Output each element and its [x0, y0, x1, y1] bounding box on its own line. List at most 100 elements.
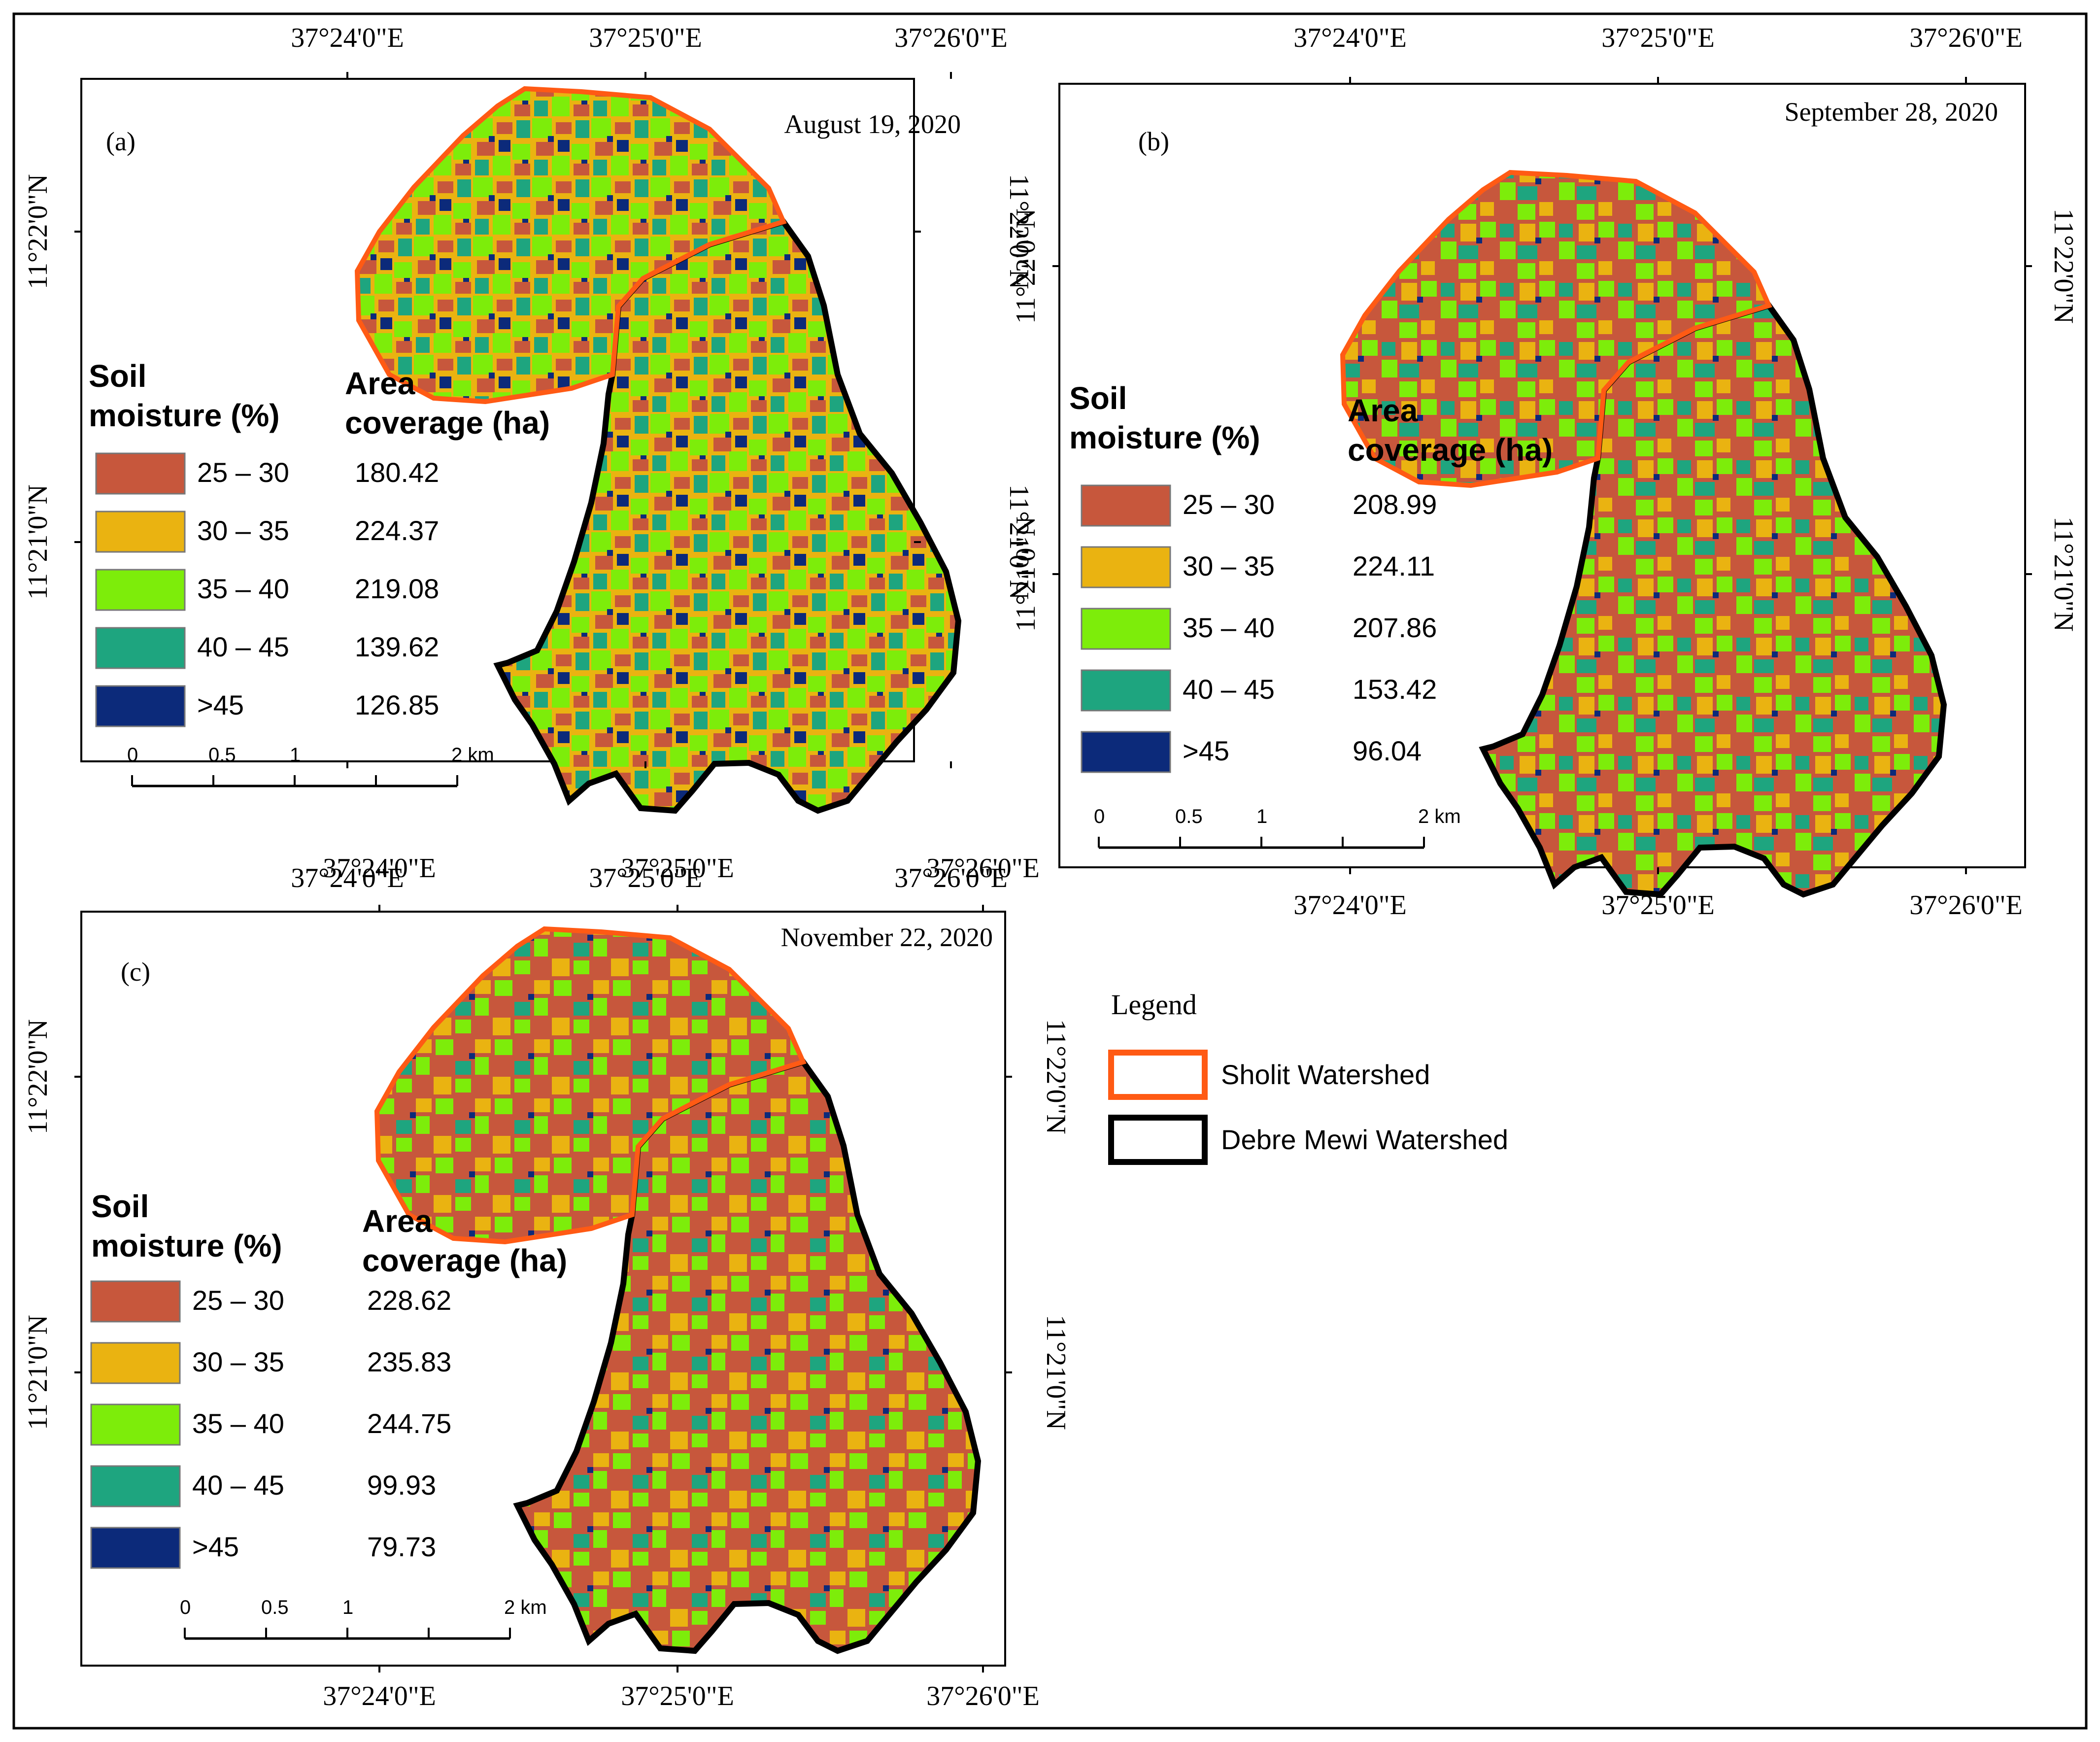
lat-label-left: 11°22'0"N: [23, 1019, 53, 1134]
legend-swatch: [1081, 608, 1171, 650]
scale-tick-label: 1: [342, 1597, 353, 1618]
legend-swatch: [90, 1465, 181, 1507]
lon-label-bottom: 37°26'0"E: [926, 1681, 1040, 1711]
lon-label-bottom: 37°25'0"E: [621, 1681, 734, 1711]
legend-area-line1: Area: [345, 366, 415, 401]
lon-label-top: 37°25'0"E: [589, 23, 702, 53]
lon-label-bottom: 37°26'0"E: [1909, 890, 2023, 921]
legend-class-label: 35 – 40: [192, 1408, 284, 1439]
legend-class-value: 126.85: [355, 689, 439, 720]
legend-class-value: 224.37: [355, 515, 439, 546]
lat-label-left: 11°21'0"N: [23, 484, 53, 600]
sholit-legend-swatch: [1108, 1050, 1208, 1100]
scale-tick-label: 0: [180, 1597, 191, 1618]
legend-area-line2: coverage (ha): [362, 1243, 567, 1278]
legend-swatch: [90, 1280, 181, 1323]
legend-swatch: [95, 627, 186, 669]
legend-class-value: 153.42: [1353, 674, 1437, 705]
sholit-legend-label: Sholit Watershed: [1221, 1059, 1430, 1090]
legend-class-label: >45: [1183, 735, 1229, 766]
panel-label: (c): [121, 957, 150, 987]
scale-tick-label: 0: [127, 744, 138, 766]
lat-label-right: 11°22'0"N: [1004, 174, 1034, 289]
legend-class-label: >45: [192, 1531, 239, 1562]
legend-title-line1: Soil: [91, 1189, 149, 1224]
scale-tick-label: 0.5: [261, 1597, 289, 1618]
soil-moisture-legend: Soil moisture (%) Area coverage (ha) 25 – 30…: [1069, 380, 1553, 773]
main-legend-title: Legend: [1111, 989, 1197, 1021]
legend-swatch: [90, 1342, 181, 1384]
debre-mewi-legend-label: Debre Mewi Watershed: [1221, 1124, 1508, 1155]
legend-title-line1: Soil: [89, 358, 146, 394]
lon-label-top: 37°25'0"E: [1601, 23, 1715, 53]
panel-date: September 28, 2020: [1785, 97, 1998, 127]
legend-class-label: 40 – 45: [192, 1469, 284, 1501]
lon-label-top: 37°24'0"E: [291, 23, 404, 53]
lon-label-bottom: 37°26'0"E: [894, 863, 1008, 893]
legend-class-value: 99.93: [367, 1469, 436, 1501]
legend-class-value: 208.99: [1353, 489, 1437, 520]
scale-bar: 0 0.5 1 2 km: [1094, 806, 1461, 849]
legend-swatch: [1081, 669, 1171, 712]
scale-tick-label: 1: [290, 744, 301, 766]
panel-label: (a): [106, 127, 135, 156]
legend-class-label: 25 – 30: [1183, 489, 1275, 520]
lon-label-bottom: 37°25'0"E: [589, 863, 702, 893]
legend-swatch: [95, 685, 186, 727]
legend-swatch: [95, 569, 186, 611]
legend-title-line2: moisture (%): [1069, 420, 1260, 455]
panel-date: August 19, 2020: [784, 109, 961, 139]
lon-label-top: 37°26'0"E: [926, 853, 1040, 884]
panel-label: (b): [1138, 127, 1169, 156]
lat-label-left: 11°21'0"N: [23, 1315, 53, 1430]
scale-tick-label: 1: [1256, 806, 1267, 827]
legend-area-line1: Area: [1348, 393, 1418, 428]
legend-class-value: 79.73: [367, 1531, 436, 1562]
legend-swatch: [95, 511, 186, 553]
lat-label-left: 11°22'0"N: [23, 174, 53, 289]
lon-label-top: 37°24'0"E: [323, 853, 436, 884]
lat-label-left: 11°22'0"N: [1011, 208, 1041, 324]
legend-class-label: 35 – 40: [1183, 612, 1275, 643]
legend-class-label: 30 – 35: [192, 1346, 284, 1377]
lon-label-top: 37°25'0"E: [621, 853, 734, 884]
legend-swatch: [1081, 546, 1171, 588]
legend-class-value: 235.83: [367, 1346, 451, 1377]
scale-tick-label: 0: [1094, 806, 1105, 827]
legend-class-value: 139.62: [355, 631, 439, 662]
legend-title-line2: moisture (%): [89, 398, 280, 433]
legend-class-label: 25 – 30: [192, 1285, 284, 1316]
lon-label-top: 37°24'0"E: [1293, 23, 1407, 53]
legend-area-line2: coverage (ha): [345, 405, 550, 441]
outer-frame: [12, 12, 2088, 1730]
lat-label-right: 11°21'0"N: [2048, 516, 2079, 632]
lon-label-top: 37°26'0"E: [894, 23, 1008, 53]
lat-label-right: 11°22'0"N: [1041, 1019, 1071, 1134]
legend-class-label: 30 – 35: [197, 515, 289, 546]
legend-class-label: 35 – 40: [197, 573, 289, 604]
legend-swatch: [90, 1527, 181, 1569]
scale-tick-label: 2 km: [504, 1597, 547, 1618]
lon-label-top: 37°26'0"E: [1909, 23, 2023, 53]
legend-class-label: >45: [197, 689, 244, 720]
legend-class-value: 219.08: [355, 573, 439, 604]
soil-moisture-legend: Soil moisture (%) Area coverage (ha) 25 – 30…: [90, 1189, 567, 1569]
legend-swatch: [1081, 731, 1171, 773]
legend-class-value: 96.04: [1353, 735, 1422, 766]
map-panel-c: 37°24'0"E37°24'0"E37°25'0"E37°25'0"E37°2…: [23, 853, 1071, 1711]
legend-swatch: [1081, 484, 1171, 527]
main-legend: Legend Sholit Watershed Debre Mewi Water…: [1108, 989, 1508, 1165]
lon-label-bottom: 37°25'0"E: [1601, 890, 1715, 921]
scale-tick-label: 2 km: [451, 744, 494, 766]
scale-tick-label: 0.5: [208, 744, 236, 766]
scale-bar: 0 0.5 1 2 km: [127, 744, 494, 787]
scale-bar: 0 0.5 1 2 km: [180, 1597, 547, 1640]
debre-mewi-legend-swatch: [1108, 1115, 1208, 1165]
legend-class-value: 207.86: [1353, 612, 1437, 643]
legend-class-value: 224.11: [1353, 550, 1435, 581]
lon-label-bottom: 37°24'0"E: [323, 1681, 436, 1711]
legend-area-line1: Area: [362, 1203, 433, 1239]
lat-label-right: 11°22'0"N: [2048, 208, 2079, 324]
